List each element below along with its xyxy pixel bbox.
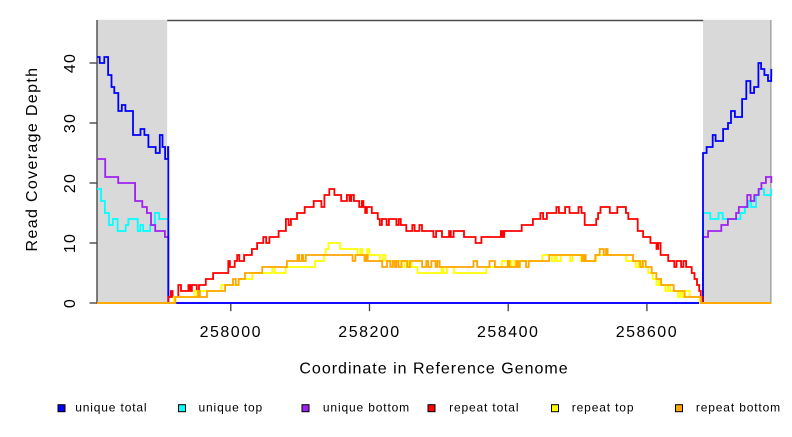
svg-text:30: 30 xyxy=(62,113,79,133)
svg-text:unique top: unique top xyxy=(199,400,264,414)
svg-text:repeat bottom: repeat bottom xyxy=(696,400,781,414)
svg-text:repeat total: repeat total xyxy=(449,400,519,414)
svg-text:repeat top: repeat top xyxy=(572,400,635,414)
svg-text:258200: 258200 xyxy=(338,324,400,341)
svg-text:258400: 258400 xyxy=(477,324,539,341)
svg-text:40: 40 xyxy=(62,53,79,73)
svg-text:unique bottom: unique bottom xyxy=(323,400,410,414)
svg-text:10: 10 xyxy=(62,233,79,253)
svg-text:Coordinate in Reference Genome: Coordinate in Reference Genome xyxy=(299,361,568,378)
svg-text:unique total: unique total xyxy=(75,400,147,414)
svg-text:258600: 258600 xyxy=(616,324,678,341)
svg-text:20: 20 xyxy=(62,173,79,193)
svg-text:Read Coverage Depth: Read Coverage Depth xyxy=(24,67,41,252)
svg-text:0: 0 xyxy=(62,298,79,308)
svg-text:258000: 258000 xyxy=(200,324,262,341)
